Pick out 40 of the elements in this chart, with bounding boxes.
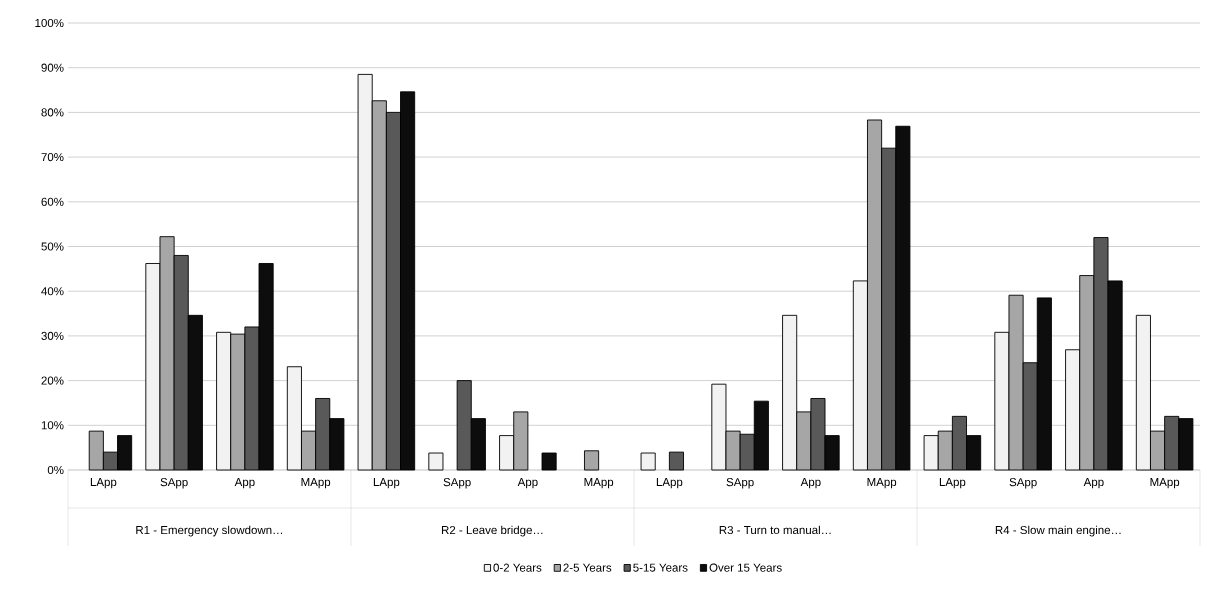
bar (584, 450, 600, 471)
x-tick-label: SApp (1009, 478, 1037, 489)
y-tick-label: 40% (41, 287, 64, 296)
y-tick-label: 50% (41, 242, 64, 251)
x-tick-label: MApp (584, 478, 614, 489)
y-tick-label: 20% (41, 376, 64, 385)
x-tick-label: SApp (160, 478, 188, 489)
text: R4 - Slow main engine… (995, 525, 1121, 537)
x-tick-label: MApp (1150, 478, 1180, 489)
x-tick-label: SApp (443, 478, 471, 489)
y-tick-label: 80% (41, 108, 64, 117)
legend-label: Over 15 Years (709, 563, 782, 572)
y-tick-label: 10% (41, 421, 64, 430)
x-tick-label: LApp (373, 478, 400, 489)
x-tick-label: LApp (939, 478, 966, 489)
legend-label: 5-15 Years (633, 563, 688, 572)
bar (541, 452, 557, 471)
y-tick-label: 70% (41, 153, 64, 162)
text: R1 - Emergency slowdown… (136, 525, 283, 537)
x-tick-label: LApp (656, 478, 683, 489)
text: R2 - Leave bridge… (441, 525, 543, 537)
x-tick-label: SApp (726, 478, 754, 489)
bar (428, 452, 444, 471)
bar (640, 452, 656, 471)
legend-label: 2-5 Years (563, 563, 612, 572)
x-tick-label: App (1083, 478, 1104, 489)
y-tick-label: 0% (47, 465, 64, 475)
x-tick-label: MApp (301, 478, 331, 489)
x-tick-label: App (234, 478, 255, 489)
x-tick-label: MApp (867, 478, 897, 489)
y-tick-label: 100% (35, 18, 64, 28)
y-tick-label: 90% (41, 63, 64, 72)
y-tick-label: 60% (41, 197, 64, 206)
x-tick-label: App (517, 478, 538, 489)
text: R3 - Turn to manual… (719, 525, 831, 535)
bar (668, 451, 684, 471)
x-tick-label: App (800, 478, 821, 489)
legend-label: 0-2 Years (493, 563, 542, 572)
x-tick-label: LApp (90, 478, 117, 489)
y-tick-label: 30% (41, 331, 64, 340)
